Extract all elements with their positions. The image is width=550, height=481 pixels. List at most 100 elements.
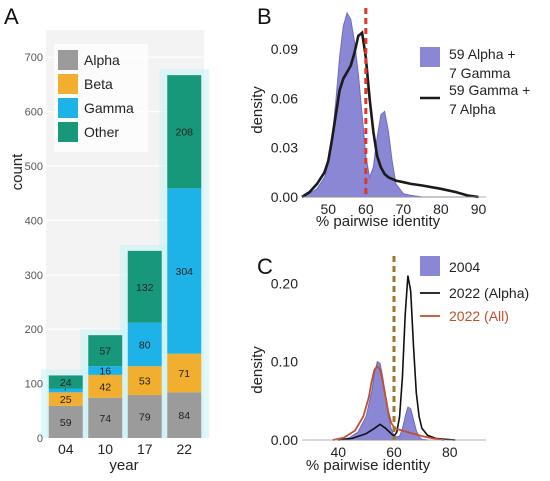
x-tick-label: 40 [330, 444, 346, 460]
y-tick-label-a: 0 [37, 433, 43, 445]
x-tick-label: 90 [471, 201, 487, 217]
legend-c: 2004 2022 (Alpha) 2022 (All) [420, 256, 529, 324]
x-axis-label-b: % pairwise identity [316, 213, 441, 230]
y-axis-label-c: density [249, 346, 266, 394]
y-tick-label-a: 700 [25, 52, 43, 64]
bar-value-label: 208 [175, 127, 193, 139]
x-tick-label-a: 10 [97, 441, 113, 457]
legend-label-other: Other [84, 124, 119, 140]
y-tick-label-a: 100 [25, 379, 43, 391]
y-tick-label: 0.09 [271, 41, 298, 57]
bar-beta-10 [88, 374, 123, 398]
legend-swatch-alpha [58, 50, 78, 70]
x-tick-label-a: 17 [137, 441, 153, 457]
bar-alpha-04 [48, 405, 83, 438]
x-tick-label: 80 [442, 444, 458, 460]
y-ticks-b: 0.00 0.03 0.06 0.09 [271, 41, 298, 205]
legend-swatch-b-filled [420, 47, 440, 67]
bar-value-label: 25 [60, 394, 72, 406]
bar-gamma-04 [48, 388, 83, 393]
legend-label-b-line2: 7 Gamma [449, 65, 511, 81]
y-tick-label: 0.00 [271, 432, 298, 448]
bar-other-22 [167, 75, 202, 189]
y-tick-label-a: 500 [25, 161, 43, 173]
bar-value-label: 132 [136, 282, 154, 294]
bar-other-10 [88, 335, 123, 367]
legend-swatch-beta [58, 74, 78, 94]
bar-value-label: 79 [139, 412, 151, 424]
legend-label-c-all: 2022 (All) [449, 308, 509, 324]
y-ticks-c: 0.00 0.10 0.20 [271, 275, 298, 448]
legend-a: Alpha Beta Gamma Other [54, 44, 148, 152]
y-axis-label-a: count [9, 153, 26, 191]
legend-label-c-alpha: 2022 (Alpha) [449, 285, 529, 301]
x-ticks-a: 04 10 17 22 [58, 441, 192, 457]
legend-swatch-other [58, 122, 78, 142]
legend-label-alpha: Alpha [84, 52, 120, 68]
bar-other-04 [48, 375, 83, 389]
panel-b: B 0.00 0.03 0.06 0.09 50 60 70 80 90 59 Alpha +… [249, 4, 530, 230]
legend-swatch-gamma [58, 98, 78, 118]
density-line-1 [338, 275, 456, 441]
x-ticks-b: 50 60 70 80 90 [302, 196, 487, 217]
bar-value-label: 53 [139, 376, 151, 388]
y-tick-label-a: 600 [25, 107, 43, 119]
y-tick-label: 0.10 [271, 354, 298, 370]
y-tick-label-a: 300 [25, 270, 43, 282]
legend-label-b-line1: 59 Alpha + [449, 46, 516, 62]
bar-value-label: 59 [60, 417, 72, 429]
bar-value-label: 57 [99, 346, 111, 358]
x-axis-label-c: % pairwise identity [306, 457, 431, 474]
y-ticks-a: 0 100 200 300 400 500 600 700 [25, 52, 43, 445]
bar-gamma-22 [167, 188, 202, 354]
legend-label-c-2004: 2004 [449, 259, 480, 275]
bar-beta-17 [127, 366, 162, 396]
legend-label-gamma: Gamma [84, 100, 134, 116]
bar-beta-04 [48, 392, 83, 406]
x-tick-label: 60 [358, 201, 374, 217]
density-plot-c [302, 256, 486, 441]
panel-label-c: C [257, 254, 273, 279]
bar-value-label: 16 [99, 366, 111, 378]
bar-value-label: 24 [60, 377, 72, 389]
bar-alpha-22 [167, 392, 202, 438]
legend-label-b-line4: 7 Alpha [449, 101, 496, 117]
x-tick-label: 60 [386, 444, 402, 460]
density-plot-b [301, 8, 486, 199]
y-axis-label-b: density [249, 86, 266, 134]
bar-value-label: 304 [175, 266, 193, 278]
bar-gamma-10 [88, 366, 123, 375]
x-tick-label-a: 04 [58, 441, 74, 457]
bar-value-label: 80 [139, 339, 151, 351]
legend-label-b-line3: 59 Gamma + [449, 82, 530, 98]
density-line-2 [332, 365, 445, 441]
stacked-bars: 5925724744216577953801328471304208 [48, 75, 202, 438]
x-tick-label: 50 [320, 201, 336, 217]
panel-a: A 5925724744216577953801328471304208 010… [4, 4, 210, 474]
bar-other-17 [127, 250, 162, 323]
bar-value-label: 71 [178, 368, 190, 380]
y-tick-label: 0.00 [271, 189, 298, 205]
legend-label-beta: Beta [84, 76, 113, 92]
bar-gamma-17 [127, 322, 162, 367]
bar-value-label: 74 [99, 413, 111, 425]
bar-value-label: 84 [178, 410, 190, 422]
bar-alpha-17 [127, 395, 162, 438]
density-line-1 [301, 30, 479, 199]
legend-swatch-c-2004 [420, 256, 440, 276]
bar-value-label: 42 [99, 381, 111, 393]
bar-beta-22 [167, 353, 202, 393]
x-axis-label-a: year [109, 457, 138, 474]
x-tick-label: 80 [433, 201, 449, 217]
panel-label-a: A [4, 4, 19, 29]
panel-label-b: B [257, 4, 272, 29]
y-tick-label: 0.20 [271, 275, 298, 291]
y-tick-label: 0.06 [271, 90, 298, 106]
bar-alpha-10 [88, 397, 123, 438]
y-tick-label-a: 200 [25, 324, 43, 336]
x-tick-label-a: 22 [176, 441, 192, 457]
y-tick-label: 0.03 [271, 140, 298, 156]
